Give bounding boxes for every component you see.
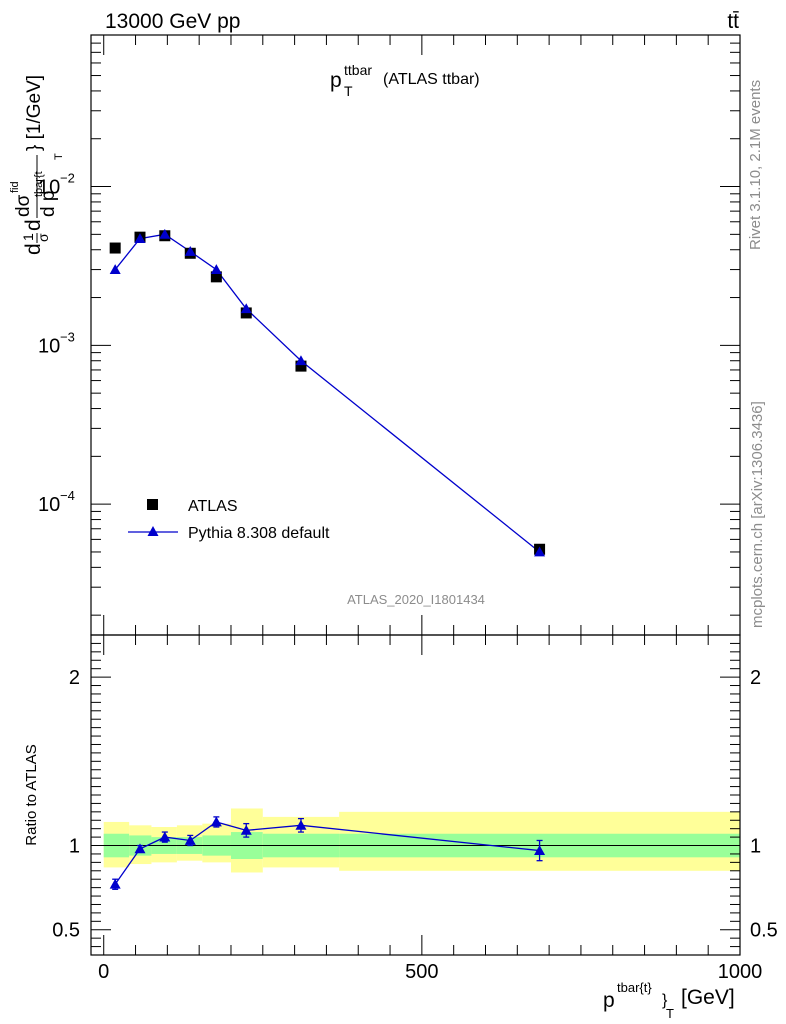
- y-label-fid: fid: [9, 181, 21, 193]
- mc-point: [295, 355, 307, 366]
- mc-point: [159, 228, 171, 239]
- ratio-point: [134, 843, 146, 854]
- header-right-label: tt̄: [727, 10, 739, 33]
- x-label-unit: [GeV]: [681, 986, 735, 1009]
- mc-point: [534, 546, 546, 557]
- mc-point: [240, 303, 252, 314]
- ratio-y-axis-label: Ratio to ATLAS: [23, 744, 40, 845]
- rivet-version-label: Rivet 3.1.10, 2.1M events: [747, 80, 764, 250]
- data-point: [295, 360, 307, 372]
- ratio-y-tick-label-right: 2: [750, 667, 761, 689]
- ratio-y-tick-label-right: 0.5: [750, 920, 778, 942]
- ratio-y-tick-label-right: 1: [750, 836, 761, 858]
- main-y-tick-label-base: 10: [38, 177, 60, 199]
- y-label-one: 1: [20, 233, 36, 241]
- axis-tick-labels: 10−410−310 −20.5 0.51 12 20 500 1000: [38, 171, 778, 983]
- axis-ticks: [91, 34, 741, 956]
- x-label-sub: T: [666, 1006, 674, 1021]
- y-label-unit: } [1/GeV]: [24, 75, 45, 151]
- y-label-d1: d: [22, 243, 45, 255]
- legend-data-marker: [147, 499, 158, 510]
- legend-data-label: ATLAS: [188, 498, 238, 515]
- x-label-sup: tbar{t}: [617, 980, 652, 995]
- ratio-y-tick-label-left: 2: [69, 667, 80, 689]
- ratio-y-tick-label-left: 1: [69, 836, 80, 858]
- mc-point: [109, 264, 121, 274]
- legend-mc-marker: [147, 526, 159, 536]
- ratio-point: [184, 834, 196, 845]
- plot-title-main: p: [330, 69, 342, 92]
- main-y-axis-label: d 1 σ d dσ fid d p tbar{t T } [1/GeV]: [9, 75, 65, 255]
- header-left-label: 13000 GeV pp: [105, 10, 240, 33]
- data-marks: [109, 228, 546, 890]
- y-label-dp: d p: [38, 191, 59, 217]
- plot-title-suffix: (ATLAS ttbar): [383, 71, 480, 88]
- ratio-panel-frame: [90, 634, 741, 956]
- main-panel-frame: [90, 34, 741, 636]
- x-label-main: p: [603, 989, 615, 1012]
- ratio-point: [240, 824, 252, 835]
- y-label-d2: d: [22, 219, 45, 231]
- plot-title: p ttbar T (ATLAS ttbar): [330, 62, 480, 99]
- ratio-point: [210, 816, 222, 827]
- main-y-tick-label-base: 10: [38, 335, 60, 357]
- ratio-y-tick-label-left: 0.5: [52, 920, 80, 942]
- mc-series-line: [114, 233, 540, 553]
- plot-title-sup: ttbar: [344, 62, 372, 78]
- x-tick-label: 500: [405, 961, 438, 983]
- main-y-tick-label-exp: −4: [60, 488, 75, 503]
- main-y-tick-label-base: 10: [38, 494, 60, 516]
- x-label-tail: }: [662, 992, 668, 1009]
- y-label-sigma: σ: [35, 233, 51, 242]
- x-tick-label: 1000: [718, 961, 763, 983]
- analysis-watermark: ATLAS_2020_I1801434: [347, 592, 485, 607]
- ratio-point: [159, 831, 171, 842]
- legend-mc-label: Pythia 8.308 default: [188, 525, 330, 542]
- y-label-T: T: [53, 153, 65, 160]
- ratio-point: [295, 819, 307, 830]
- ratio-series-line: [114, 821, 540, 885]
- ratio-point: [109, 878, 121, 889]
- main-y-tick-label-exp: −2: [60, 171, 75, 186]
- y-label-dsigma: dσ: [13, 194, 34, 217]
- ratio-point: [534, 845, 546, 855]
- mcplots-label: mcplots.cern.ch [arXiv:1306.3436]: [749, 401, 766, 628]
- mc-point: [134, 233, 146, 244]
- data-point: [109, 242, 121, 254]
- plot-title-sub: T: [344, 83, 353, 99]
- mc-point: [184, 245, 196, 256]
- mc-point: [210, 264, 222, 274]
- x-tick-label: 0: [98, 961, 109, 983]
- data-point: [210, 271, 222, 283]
- ratio-uncertainty-bands: [103, 808, 740, 873]
- y-label-tbart: tbar{t: [33, 171, 45, 197]
- x-axis-label: p tbar{t} } T [GeV]: [603, 980, 735, 1021]
- main-y-tick-label-exp: −3: [60, 329, 75, 344]
- legend: ATLAS Pythia 8.308 default: [128, 498, 330, 542]
